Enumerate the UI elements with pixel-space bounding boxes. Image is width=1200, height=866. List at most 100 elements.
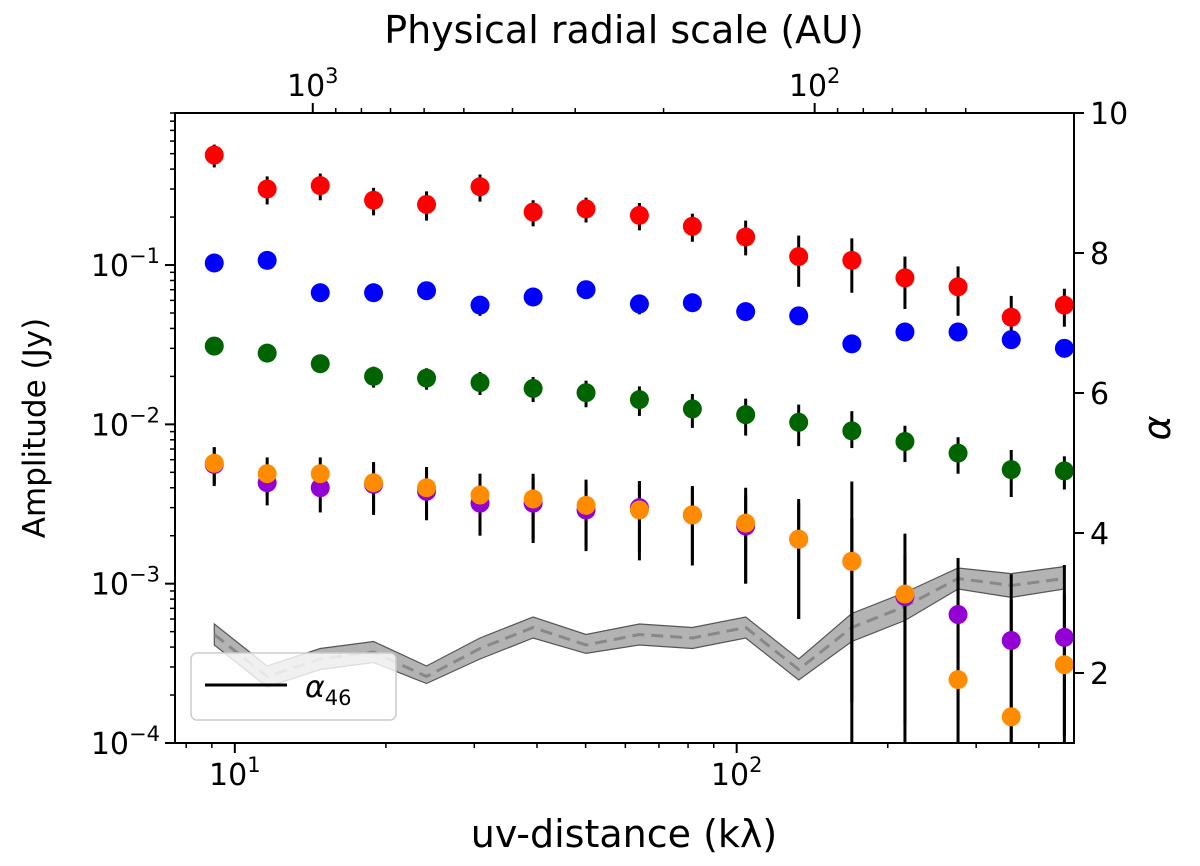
data-point <box>417 281 437 301</box>
data-point <box>948 277 968 297</box>
y-tick-exp: −1 <box>129 244 160 268</box>
data-point <box>948 322 968 342</box>
data-point <box>523 202 543 222</box>
y2-tick-label: 4 <box>1090 517 1109 552</box>
right-axis-title: α <box>1135 415 1179 440</box>
y-axis-title: Amplitude (Jy) <box>17 318 53 538</box>
y-tick-exp: −4 <box>129 722 160 746</box>
data-point <box>895 584 915 604</box>
data-point <box>257 464 277 484</box>
data-point <box>948 670 968 690</box>
data-point <box>310 354 330 374</box>
data-point <box>576 280 596 300</box>
x-tick-base: 10 <box>711 758 749 793</box>
y2-tick-label: 2 <box>1090 657 1109 692</box>
data-point <box>576 383 596 403</box>
data-point <box>682 293 702 313</box>
data-point <box>1001 330 1021 350</box>
data-point <box>1054 655 1074 675</box>
data-point <box>1054 295 1074 315</box>
data-point <box>417 194 437 214</box>
data-point <box>629 294 649 314</box>
data-point <box>310 464 330 484</box>
x-tick-exp: 1 <box>247 753 260 777</box>
data-point <box>736 513 756 533</box>
data-point <box>842 250 862 270</box>
data-point <box>629 500 649 520</box>
data-point <box>204 145 224 165</box>
data-point <box>417 368 437 388</box>
data-point-layer <box>204 145 1074 727</box>
data-point <box>364 366 384 386</box>
data-point <box>257 250 277 270</box>
data-point <box>257 343 277 363</box>
data-point <box>682 505 702 525</box>
data-point <box>204 336 224 356</box>
data-point <box>364 283 384 303</box>
legend-label-base: α <box>305 670 325 705</box>
data-point <box>257 179 277 199</box>
y-tick-base: 10 <box>91 568 129 603</box>
data-point <box>842 551 862 571</box>
y-tick-label: 10−3 <box>91 563 160 603</box>
data-point <box>1001 460 1021 480</box>
top-tick-exp: 3 <box>325 64 338 88</box>
data-point <box>364 473 384 493</box>
data-point <box>364 190 384 210</box>
y-tick-label: 10−4 <box>91 722 160 762</box>
top-tick-label: 102 <box>789 64 841 104</box>
data-point <box>682 399 702 419</box>
data-point <box>470 295 490 315</box>
data-point <box>523 287 543 307</box>
plot-frame <box>174 112 1075 744</box>
y2-tick-label: 6 <box>1090 377 1109 412</box>
data-point <box>842 421 862 441</box>
top-tick-label: 103 <box>287 64 339 104</box>
top-tick-exp: 2 <box>827 64 840 88</box>
data-point <box>523 489 543 509</box>
legend-label: α46 <box>305 670 352 710</box>
y-tick-base: 10 <box>91 727 129 762</box>
data-point <box>1001 307 1021 327</box>
data-point <box>736 227 756 247</box>
y2-tick-label: 10 <box>1090 97 1128 132</box>
data-point <box>310 283 330 303</box>
data-point <box>948 605 968 625</box>
data-point <box>576 199 596 219</box>
data-point <box>682 216 702 236</box>
legend-box <box>190 652 397 721</box>
legend-label-sub: 46 <box>325 686 352 710</box>
y2-tick-label: 8 <box>1090 237 1109 272</box>
data-point <box>629 205 649 225</box>
top-tick-base: 10 <box>287 69 325 104</box>
x-tick-label: 101 <box>209 753 261 793</box>
data-point <box>310 478 330 498</box>
data-point <box>789 306 809 326</box>
y-tick-base: 10 <box>91 249 129 284</box>
data-point <box>523 378 543 398</box>
data-point <box>470 485 490 505</box>
y-tick-label: 10−2 <box>91 403 160 443</box>
legend: α46 <box>190 652 397 721</box>
x-tick-exp: 2 <box>749 753 762 777</box>
data-point <box>629 390 649 410</box>
data-point <box>1001 630 1021 650</box>
data-point <box>789 412 809 432</box>
x-tick-base: 10 <box>209 758 247 793</box>
data-point <box>470 373 490 393</box>
data-point <box>789 529 809 549</box>
x-axis-title: uv-distance (kλ) <box>471 812 778 856</box>
data-point <box>1054 461 1074 481</box>
y-tick-label: 10−1 <box>91 244 160 284</box>
data-point <box>417 478 437 498</box>
data-point <box>789 247 809 267</box>
top-axis-title: Physical radial scale (AU) <box>384 8 864 52</box>
data-point <box>204 253 224 273</box>
data-point <box>895 432 915 452</box>
data-point <box>1001 707 1021 727</box>
data-point <box>895 322 915 342</box>
y-tick-base: 10 <box>91 408 129 443</box>
y-tick-exp: −3 <box>129 563 160 587</box>
